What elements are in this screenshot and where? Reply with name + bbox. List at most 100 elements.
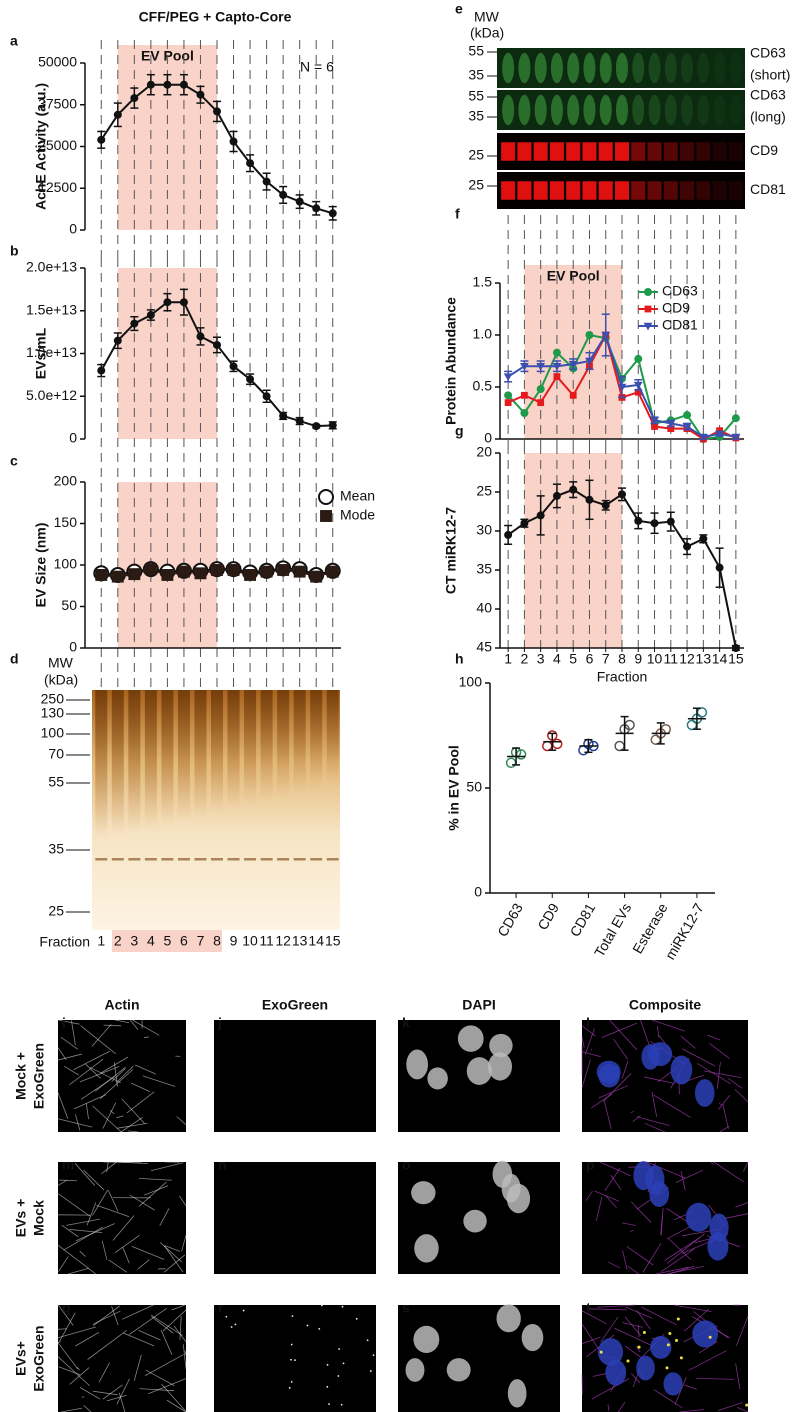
fiber — [614, 1327, 654, 1347]
fiber — [735, 1363, 741, 1390]
blot-band — [696, 142, 711, 161]
fiber — [73, 1050, 111, 1071]
nucleus — [427, 1067, 448, 1090]
fiber — [148, 1378, 186, 1395]
fiber — [57, 1341, 61, 1344]
y-tick-label: 5.0e+12 — [26, 387, 77, 403]
marker — [144, 563, 157, 576]
fiber — [133, 1354, 142, 1381]
blot-band — [501, 181, 516, 200]
marker — [585, 495, 594, 504]
fiber — [150, 1314, 183, 1336]
fiber — [100, 1056, 129, 1074]
fiber — [73, 1094, 106, 1110]
marker — [213, 340, 221, 349]
marker — [715, 563, 724, 572]
x-tick-label: CD81 — [566, 900, 598, 939]
y-tick-label: 40 — [476, 600, 492, 616]
gel-band — [293, 858, 306, 861]
fiber — [114, 1235, 140, 1253]
y-tick-label: 0.5 — [473, 378, 493, 394]
fiber — [666, 1233, 705, 1264]
nucleus — [605, 1359, 627, 1386]
vesicle — [326, 1385, 329, 1388]
fiber — [79, 1066, 120, 1083]
blot-band — [533, 181, 548, 200]
lane-label: 10 — [242, 933, 258, 949]
blot-name: CD63 — [750, 45, 786, 61]
fiber — [57, 1342, 79, 1370]
panel-letter: a — [10, 33, 18, 49]
gel-lane — [194, 690, 207, 816]
x-tick-label: 9 — [634, 651, 642, 667]
fiber — [102, 1102, 117, 1129]
micrograph — [581, 1304, 749, 1412]
fiber — [60, 1407, 83, 1412]
fiber — [74, 1163, 96, 1186]
marker — [262, 177, 271, 186]
marker — [618, 490, 626, 499]
vesicle — [306, 1324, 309, 1327]
fiber — [184, 1350, 187, 1356]
fiber — [91, 1024, 112, 1047]
fiber — [99, 1069, 134, 1100]
marker — [601, 331, 611, 340]
marker — [194, 567, 207, 580]
y-tick-label: 12500 — [38, 179, 77, 195]
marker — [585, 357, 594, 366]
fiber — [581, 1336, 601, 1345]
blot-band — [566, 142, 581, 161]
fiber — [123, 1332, 155, 1347]
fiber — [584, 1028, 595, 1055]
fiber — [57, 1118, 93, 1128]
vesicle — [637, 1345, 641, 1349]
nucleus — [709, 1213, 729, 1242]
fiber — [171, 1304, 185, 1311]
fiber — [166, 1399, 187, 1412]
fiber — [728, 1078, 742, 1089]
fiber — [79, 1387, 101, 1400]
x-tick-label: 5 — [569, 651, 577, 667]
fiber — [116, 1115, 124, 1119]
blot-band — [680, 142, 695, 161]
marker — [698, 433, 708, 442]
blot-band — [583, 52, 596, 84]
vesicle — [242, 1309, 245, 1312]
blot-band — [728, 142, 743, 161]
fiber — [71, 1020, 76, 1046]
fiber — [681, 1048, 716, 1067]
y-tick-label: 37500 — [38, 95, 77, 111]
legend-marker — [318, 489, 334, 505]
marker — [246, 159, 255, 168]
vesicle — [372, 1354, 375, 1357]
y-tick-label: 0 — [69, 221, 77, 237]
fiber — [630, 1201, 652, 1223]
fiber — [630, 1111, 634, 1113]
highlight-region — [112, 930, 222, 952]
marker — [731, 433, 741, 442]
panel-letter: d — [10, 651, 19, 667]
x-tick-label: 1 — [504, 651, 512, 667]
blot-band — [713, 52, 726, 84]
vesicle — [225, 1315, 228, 1318]
fiber — [713, 1161, 745, 1183]
fiber — [617, 1401, 626, 1412]
vesicle — [290, 1343, 293, 1346]
fiber — [159, 1242, 183, 1263]
micrograph-bg — [214, 1305, 376, 1412]
lane-label: 9 — [230, 933, 238, 949]
gel-band — [260, 858, 273, 861]
marker — [244, 569, 257, 581]
marker — [503, 373, 513, 381]
blot-band — [582, 181, 597, 200]
nucleus — [650, 1335, 672, 1359]
vesicle — [290, 1358, 292, 1361]
marker — [293, 565, 306, 578]
fiber — [657, 1026, 660, 1038]
vesicle — [642, 1330, 646, 1334]
fiber — [85, 1063, 101, 1079]
fiber — [161, 1383, 187, 1412]
x-tick-label: 15 — [728, 651, 744, 667]
fiber — [598, 1085, 629, 1099]
blot-band — [502, 52, 515, 84]
